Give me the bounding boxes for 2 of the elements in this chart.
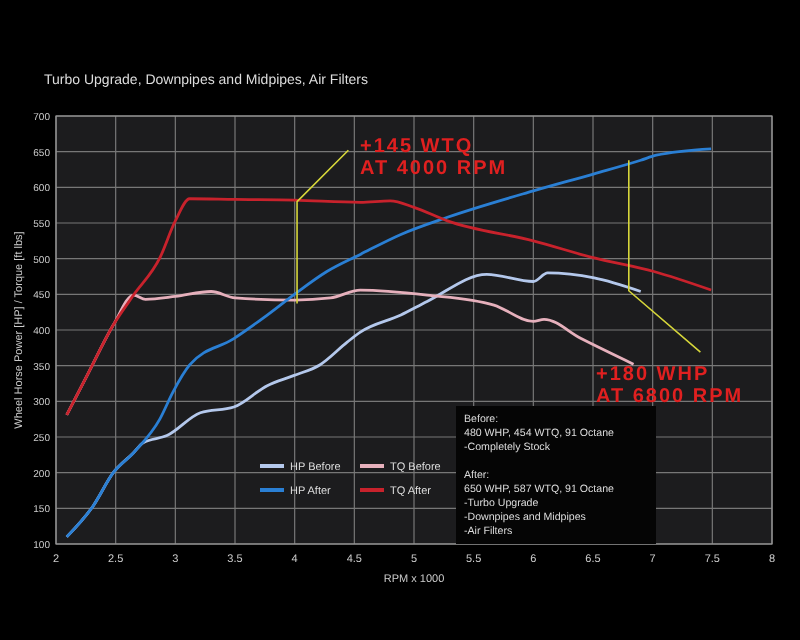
- annotation: +145 WTQ AT 4000 RPM: [360, 136, 508, 180]
- annotation: +180 WHP AT 6800 RPM: [596, 364, 744, 408]
